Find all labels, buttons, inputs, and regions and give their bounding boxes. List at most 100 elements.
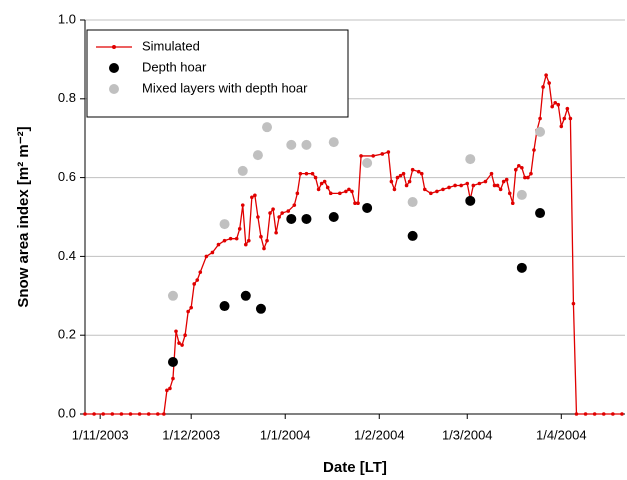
line-marker: [271, 207, 275, 211]
scatter-point: [167, 356, 178, 367]
line-marker: [186, 309, 190, 314]
line-marker: [601, 412, 606, 416]
legend-label: Mixed layers with depth hoar: [142, 80, 308, 95]
line-marker: [386, 150, 391, 154]
line-marker: [101, 412, 106, 416]
line-marker: [483, 179, 488, 184]
line-marker: [401, 171, 406, 176]
line-marker: [404, 183, 409, 188]
line-marker: [338, 191, 342, 196]
line-marker: [422, 187, 427, 192]
scatter-point: [516, 189, 527, 200]
line-marker: [517, 163, 521, 168]
scatter-point: [465, 195, 476, 206]
line-marker: [544, 73, 548, 77]
line-marker: [146, 412, 151, 416]
line-marker: [234, 236, 239, 241]
line-marker: [501, 179, 506, 184]
scatter-point: [167, 290, 178, 301]
y-tick-label: 0.4: [58, 248, 76, 263]
line-marker: [620, 412, 624, 416]
line-marker: [298, 171, 303, 176]
legend-marker: [109, 84, 119, 94]
y-tick-label: 1.0: [58, 11, 76, 26]
line-marker: [565, 106, 570, 111]
line-marker: [156, 412, 160, 416]
line-marker: [177, 341, 181, 345]
line-marker: [568, 116, 573, 121]
line-marker: [350, 189, 354, 194]
line-marker: [319, 181, 324, 186]
line-marker: [119, 412, 124, 416]
line-marker: [189, 305, 193, 310]
line-marker: [256, 215, 260, 219]
series-line: [85, 73, 622, 415]
line-marker: [526, 175, 530, 180]
line-marker: [180, 343, 184, 347]
line-marker: [538, 116, 542, 121]
line-marker: [395, 175, 400, 180]
line-marker: [495, 183, 500, 188]
line-marker: [574, 412, 579, 416]
line-marker: [392, 187, 397, 192]
line-marker: [353, 201, 357, 206]
line-marker: [592, 412, 597, 416]
line-marker: [325, 185, 330, 190]
line-marker: [435, 189, 439, 194]
x-tick-label: 1/3/2004: [442, 427, 493, 442]
x-tick-label: 1/11/2003: [72, 427, 129, 442]
scatter-point: [240, 290, 251, 301]
line-marker: [371, 154, 376, 158]
line-marker: [510, 201, 515, 206]
scatter-point: [286, 139, 297, 150]
line-marker: [110, 412, 115, 416]
line-marker: [216, 242, 221, 247]
line-marker: [504, 177, 509, 182]
y-tick-label: 0.6: [58, 169, 76, 184]
legend-label: Depth hoar: [142, 59, 207, 74]
line-marker: [240, 203, 245, 207]
scatter-point: [219, 301, 230, 312]
line-marker: [292, 203, 297, 207]
line-marker: [419, 171, 424, 176]
line-marker: [571, 301, 576, 306]
line-marker: [237, 227, 242, 231]
line-marker: [523, 175, 527, 180]
line-marker: [92, 412, 96, 416]
line-marker: [489, 171, 494, 176]
line-marker: [429, 191, 433, 196]
line-marker: [316, 187, 321, 192]
line-marker: [507, 191, 512, 196]
line-marker: [162, 412, 166, 416]
legend-box: [86, 29, 349, 118]
line-marker: [171, 376, 175, 381]
scatter-point: [516, 262, 527, 273]
line-marker: [265, 238, 269, 243]
line-marker: [253, 193, 257, 198]
line-marker: [559, 124, 564, 129]
line-marker: [347, 187, 351, 192]
line-marker: [498, 187, 503, 192]
line-marker: [295, 191, 300, 196]
line-marker: [520, 165, 524, 170]
line-marker: [398, 173, 403, 178]
scatter-point: [407, 197, 418, 208]
line-marker: [380, 152, 385, 156]
line-marker: [83, 412, 87, 416]
line-marker: [228, 236, 233, 241]
line-marker: [611, 412, 615, 416]
x-tick-label: 1/4/2004: [536, 427, 587, 442]
line-marker: [459, 183, 463, 188]
line-marker: [513, 167, 518, 172]
line-marker: [416, 169, 421, 174]
line-marker: [259, 234, 263, 239]
line-marker: [389, 179, 394, 184]
line-marker: [277, 215, 281, 219]
line-marker: [192, 282, 197, 286]
line-marker: [313, 175, 318, 180]
line-marker: [195, 278, 200, 282]
line-marker: [262, 246, 266, 251]
line-marker: [137, 412, 142, 416]
